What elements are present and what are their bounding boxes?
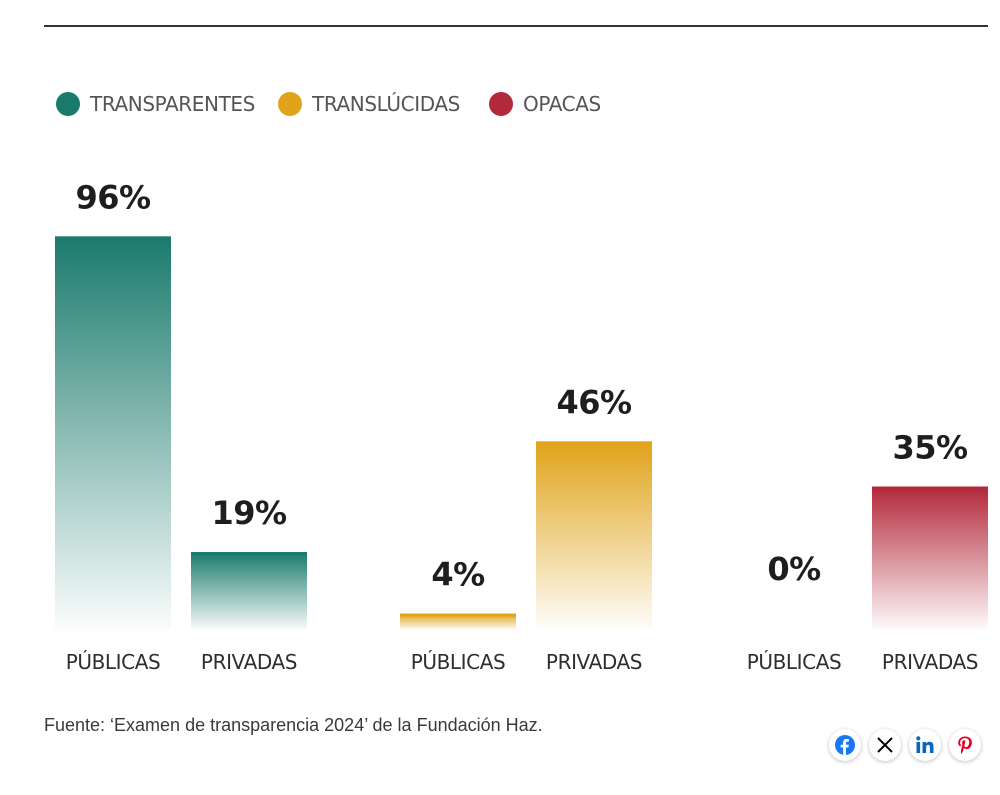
linkedin-icon (916, 736, 934, 753)
value-label-transparentes-privadas: 19% (211, 494, 287, 532)
value-label-transparentes-publicas: 96% (75, 178, 151, 216)
value-label-translucidas-publicas: 4% (431, 556, 485, 594)
category-label-translucidas-privadas: PRIVADAS (546, 650, 642, 674)
x-icon (877, 737, 893, 753)
bar-top-edge-translucidas-publicas (400, 613, 516, 617)
bar-transparentes-publicas (55, 236, 171, 630)
top-divider (44, 25, 988, 27)
bar-top-edge-transparentes-privadas (191, 552, 307, 556)
legend-marker-translucidas (278, 92, 302, 116)
legend-label-translucidas: TRANSLÚCIDAS (311, 92, 460, 116)
share-pinterest-button[interactable] (949, 729, 981, 761)
bar-top-edge-opacas-privadas (872, 486, 988, 490)
category-label-opacas-publicas: PÚBLICAS (747, 650, 842, 674)
category-label-opacas-privadas: PRIVADAS (882, 650, 978, 674)
source-note: Fuente: ‘Examen de transparencia 2024’ d… (44, 715, 543, 735)
legend-label-opacas: OPACAS (523, 92, 601, 116)
legend-marker-opacas (489, 92, 513, 116)
value-label-opacas-publicas: 0% (767, 550, 821, 588)
share-facebook-button[interactable] (829, 729, 861, 761)
legend-label-transparentes: TRANSPARENTES (89, 92, 255, 116)
legend-marker-transparentes (56, 92, 80, 116)
chart-bars: 96% PÚBLICAS 19% PRIVADAS 4% PÚBLICAS 46% PRIVA… (55, 178, 988, 674)
bar-transparentes-privadas (191, 552, 307, 630)
facebook-icon (835, 735, 855, 755)
category-label-transparentes-privadas: PRIVADAS (201, 650, 297, 674)
bar-translucidas-privadas (536, 441, 652, 630)
value-label-opacas-privadas: 35% (892, 429, 968, 467)
bar-chart: TRANSPARENTES TRANSLÚCIDAS OPACAS 96% PÚBLI… (55, 92, 988, 674)
bar-translucidas-publicas (400, 613, 516, 630)
category-label-transparentes-publicas: PÚBLICAS (66, 650, 161, 674)
share-linkedin-button[interactable] (909, 729, 941, 761)
share-x-button[interactable] (869, 729, 901, 761)
bar-top-edge-translucidas-privadas (536, 441, 652, 445)
bar-opacas-privadas (872, 486, 988, 630)
pinterest-icon (958, 736, 972, 754)
chart-legend: TRANSPARENTES TRANSLÚCIDAS OPACAS (56, 92, 601, 116)
category-label-translucidas-publicas: PÚBLICAS (411, 650, 506, 674)
share-buttons (829, 729, 981, 761)
value-label-translucidas-privadas: 46% (556, 383, 632, 421)
bar-top-edge-transparentes-publicas (55, 236, 171, 240)
